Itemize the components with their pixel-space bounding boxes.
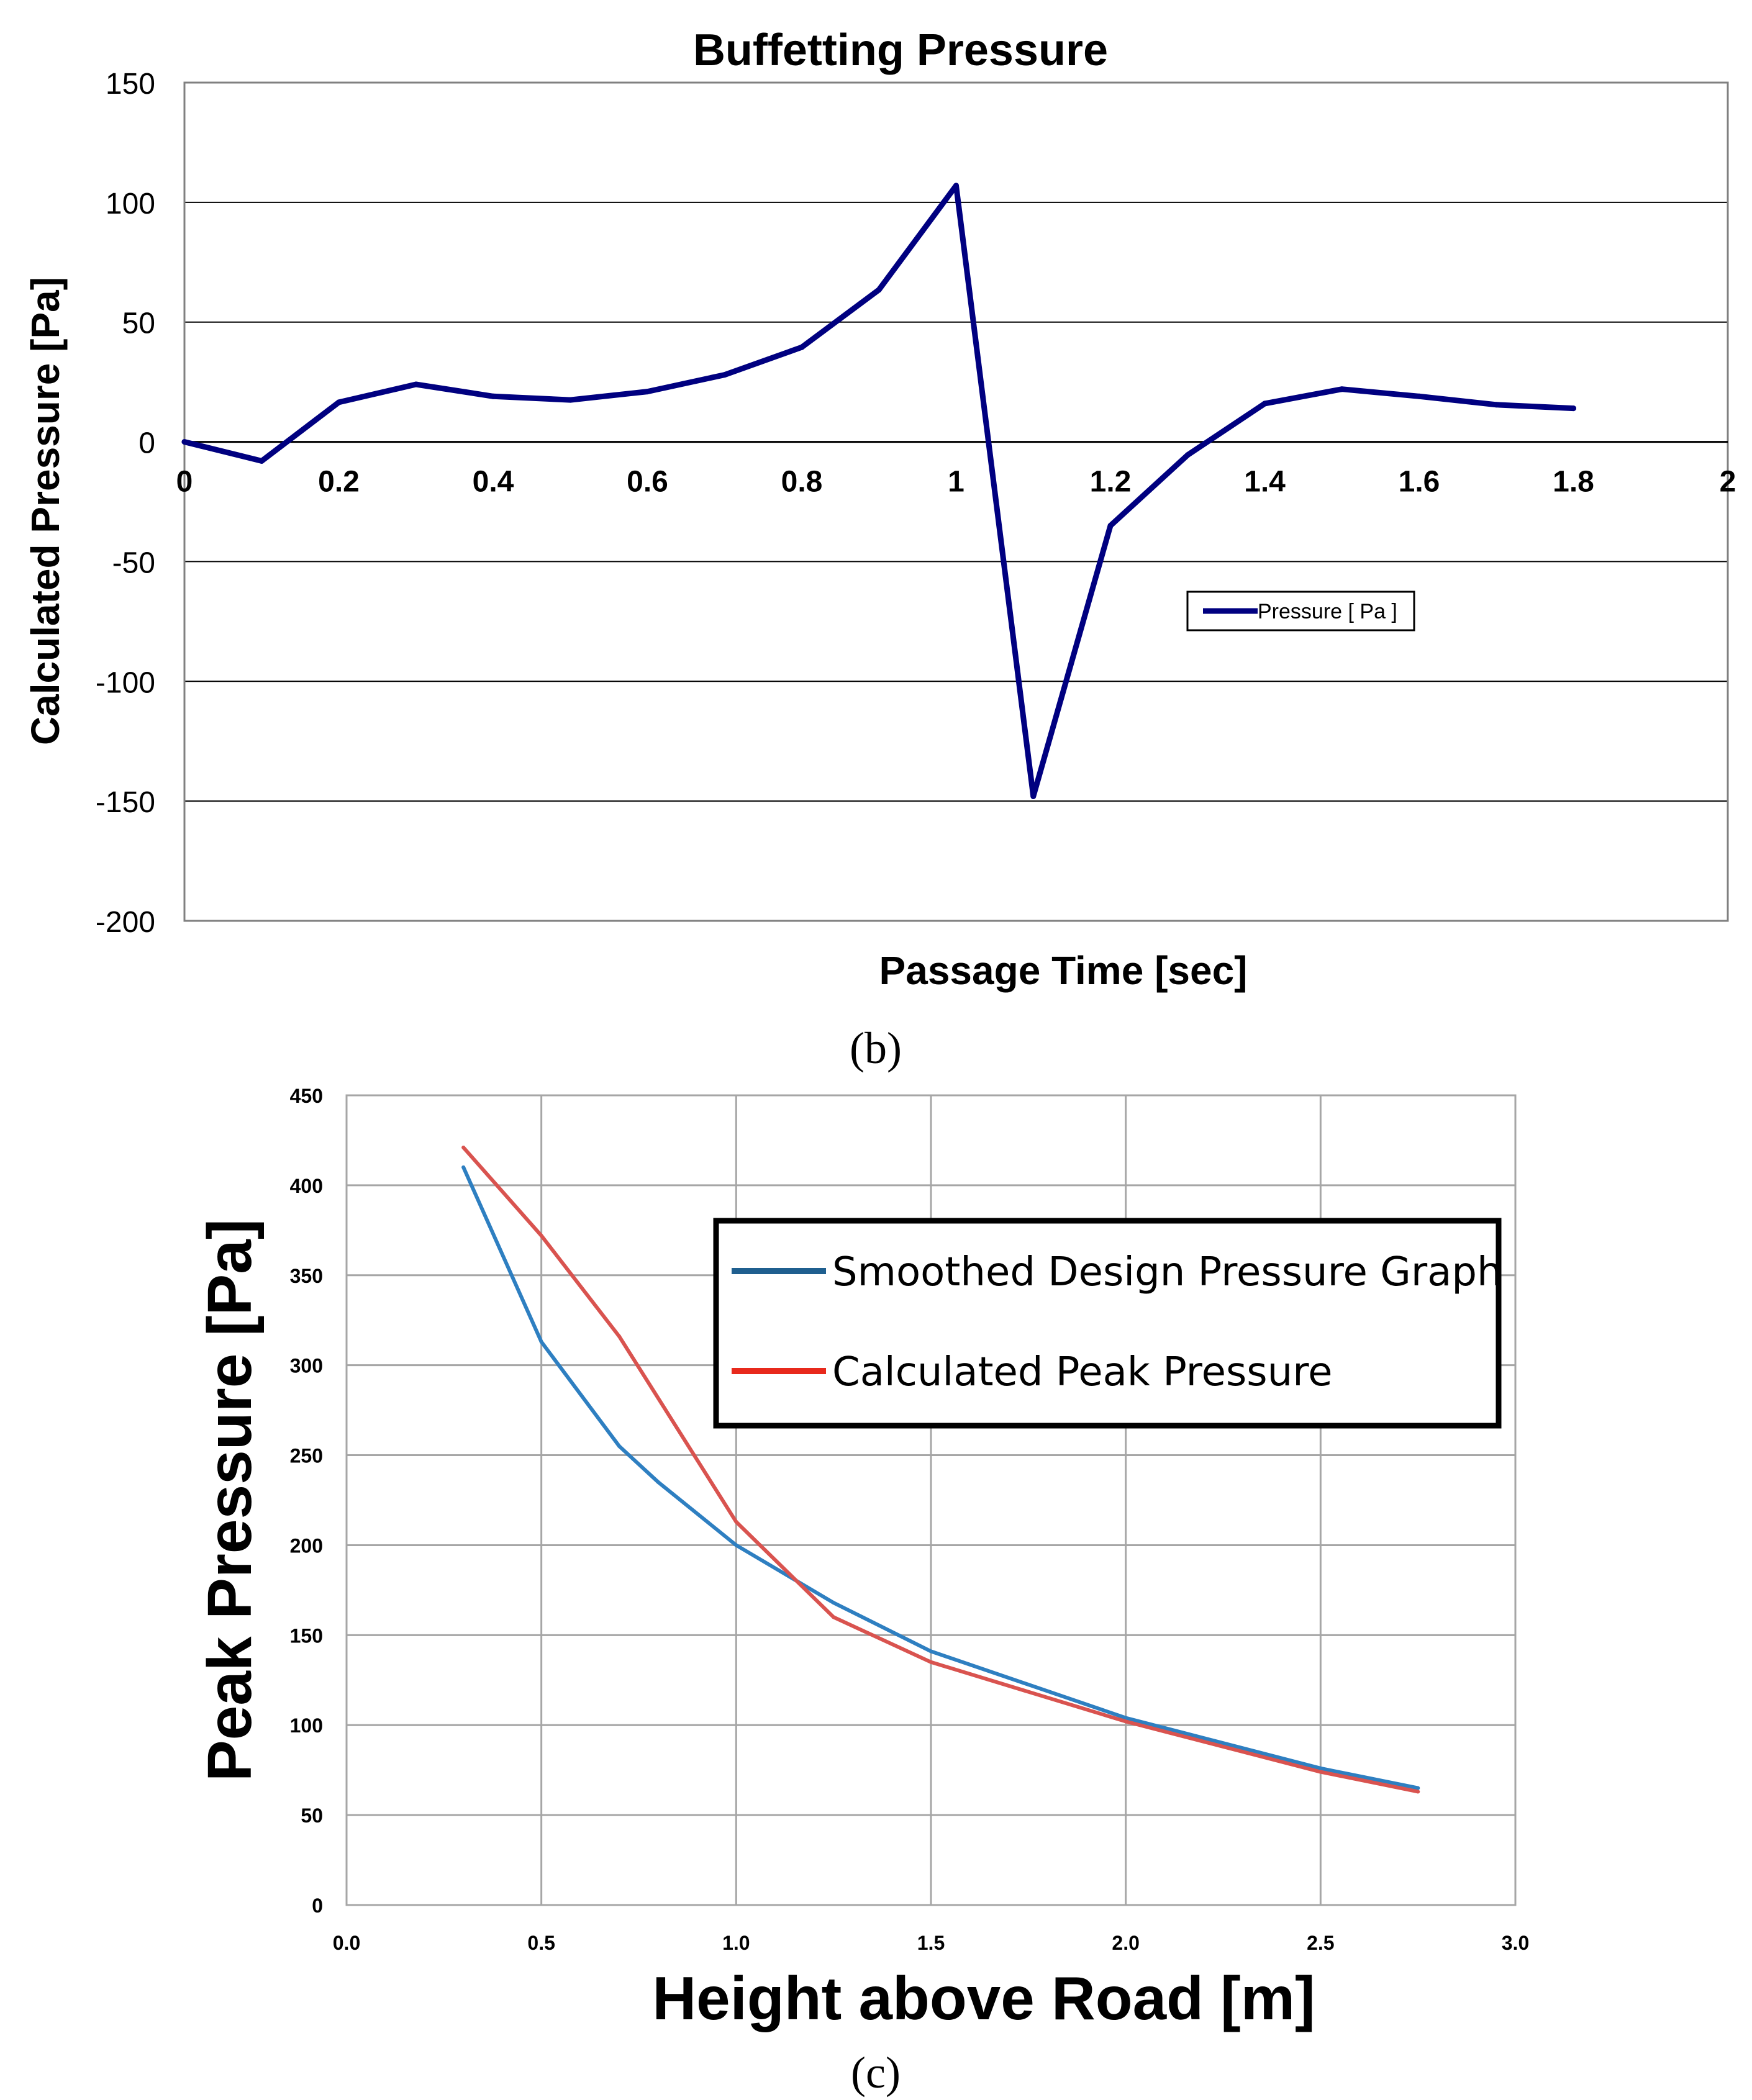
chart-b-data-point [876,287,882,293]
chart-c-legend-box [713,1218,1502,1429]
chart-c-x-tick-label: 1.5 [917,1932,945,1954]
chart-c-legend: Smoothed Design Pressure Graph Calculate… [713,1218,1502,1429]
chart-b-data-point [490,393,496,399]
chart-b-x-tick-label: 1.8 [1553,466,1594,499]
chart-b-data-point [1107,523,1114,529]
chart-c-data-point-1 [1416,1790,1420,1794]
chart-b-plot-frame [183,81,1729,922]
chart-c-x-tick-label: 2.0 [1112,1932,1139,1954]
chart-c-y-tick-label: 50 [301,1804,323,1827]
chart-c-data-point-0 [617,1444,622,1449]
chart-c-data-point-1 [461,1146,466,1150]
chart-c-data-point-0 [832,1601,836,1605]
chart-b-data-point [1571,405,1576,412]
chart-c-y-tick-label: 300 [290,1355,323,1377]
chart-c-y-tick-label: 400 [290,1175,323,1197]
chart-c-data-point-0 [539,1339,543,1344]
chart-c-y-tick-label: 350 [290,1265,323,1287]
chart-b-data-point [1184,452,1191,458]
chart-c-data-point-1 [617,1334,622,1339]
chart-c-y-tick-label: 150 [290,1624,323,1647]
chart-b-x-tick-label: 0.4 [473,466,514,499]
chart-buffetting-pressure: Buffetting Pressure 150 100 50 0 -50 -100 -150… [23,25,1736,1073]
chart-c-data-point-0 [1416,1786,1420,1790]
chart-c-series [461,1146,1420,1794]
chart-c-data-point-0 [1123,1716,1128,1720]
chart-c-data-point-1 [734,1519,738,1524]
chart-b-data-point [336,399,342,405]
chart-b-data-point [413,381,419,387]
chart-b-data-point [258,458,265,464]
chart-b-series [181,183,1576,799]
chart-b-data-point [1493,402,1499,408]
chart-b-data-point [953,183,959,189]
chart-c-x-tick-label: 0.5 [527,1932,555,1954]
chart-b-data-point [1030,793,1037,799]
chart-b-legend-label: Pressure [ Pa ] [1258,600,1397,623]
chart-b-y-tick-label: -100 [96,666,155,699]
chart-c-data-point-0 [1319,1766,1323,1770]
chart-c-data-point-0 [734,1543,738,1547]
chart-c-y-axis-label: Peak Pressure [Pa] [195,1219,265,1781]
chart-b-data-point [799,344,805,350]
chart-b-data-point [1262,401,1268,407]
chart-c-data-point-1 [832,1615,836,1619]
chart-c-x-tick-labels: 0.0 0.5 1.0 1.5 2.0 2.5 3.0 [333,1932,1529,1954]
chart-c-legend-label-smoothed: Smoothed Design Pressure Graph [832,1249,1502,1295]
chart-c-x-tick-label: 0.0 [333,1932,360,1954]
chart-b-data-point [1339,386,1345,392]
chart-c-y-tick-labels: 0 50 100 150 200 250 300 350 400 450 [290,1085,323,1917]
chart-b-x-tick-label: 0.6 [627,466,668,499]
chart-c-data-point-0 [929,1649,933,1654]
chart-c-y-tick-label: 0 [312,1894,323,1917]
chart-b-x-tick-label: 1.4 [1244,466,1286,499]
chart-c-y-tick-label: 200 [290,1534,323,1557]
chart-b-x-tick-label: 0 [176,466,193,499]
chart-peak-pressure: 0 50 100 150 200 250 300 350 400 450 0.0 0.5 1.0 1.5… [195,1085,1529,2098]
chart-c-x-tick-label: 1.0 [722,1932,750,1954]
chart-b-legend: Pressure [ Pa ] [1186,591,1415,631]
chart-c-x-tick-label: 3.0 [1502,1932,1529,1954]
chart-b-data-point [1416,393,1422,399]
chart-b-title: Buffetting Pressure [693,25,1108,75]
chart-b-caption: (b) [850,1023,902,1073]
chart-b-y-tick-label: -200 [96,906,155,939]
chart-c-data-point-1 [539,1234,543,1238]
chart-c-legend-label-calculated: Calculated Peak Pressure [832,1349,1332,1395]
chart-c-data-point-0 [656,1480,660,1485]
chart-c-data-point-1 [929,1660,933,1664]
chart-c-y-tick-label: 450 [290,1085,323,1107]
chart-b-data-point [722,372,728,378]
chart-b-y-tick-label: 0 [138,427,155,460]
chart-b-x-tick-label: 0.8 [781,466,823,499]
chart-b-y-tick-label: 100 [106,188,155,220]
chart-b-y-tick-label: 150 [106,68,155,101]
chart-b-x-tick-label: 1 [948,466,965,499]
chart-c-data-point-1 [1319,1770,1323,1774]
chart-b-data-point [645,389,650,395]
chart-c-y-tick-label: 100 [290,1714,323,1737]
chart-b-y-tick-label: -150 [96,786,155,819]
chart-b-y-tick-label: -50 [112,546,155,579]
chart-c-x-tick-label: 2.5 [1307,1932,1334,1954]
chart-b-x-tick-label: 1.6 [1399,466,1440,499]
chart-c-series-line-0 [461,1165,1420,1790]
chart-b-data-point [567,397,573,403]
chart-c-data-point-0 [461,1165,466,1169]
chart-b-x-tick-label: 1.2 [1090,466,1132,499]
chart-b-y-axis-label: Calculated Pressure [Pa] [23,277,68,745]
chart-b-y-tick-label: 50 [122,307,155,340]
chart-c-plot-frame [345,1094,1517,1906]
chart-b-y-tick-labels: 150 100 50 0 -50 -100 -150 -200 [96,68,155,939]
chart-b-x-axis-label: Passage Time [sec] [879,948,1248,993]
chart-b-x-tick-label: 0.2 [318,466,360,499]
chart-b-x-tick-label: 2 [1720,466,1736,499]
chart-c-x-axis-label: Height above Road [m] [652,1964,1315,2032]
chart-c-y-tick-label: 250 [290,1445,323,1467]
chart-c-caption: (c) [851,2048,901,2098]
chart-b-x-tick-labels: 0 0.2 0.4 0.6 0.8 1 1.2 1.4 1.6 1.8 2 [176,466,1736,499]
chart-b-data-point [181,439,188,445]
chart-c-data-point-1 [1123,1719,1128,1724]
